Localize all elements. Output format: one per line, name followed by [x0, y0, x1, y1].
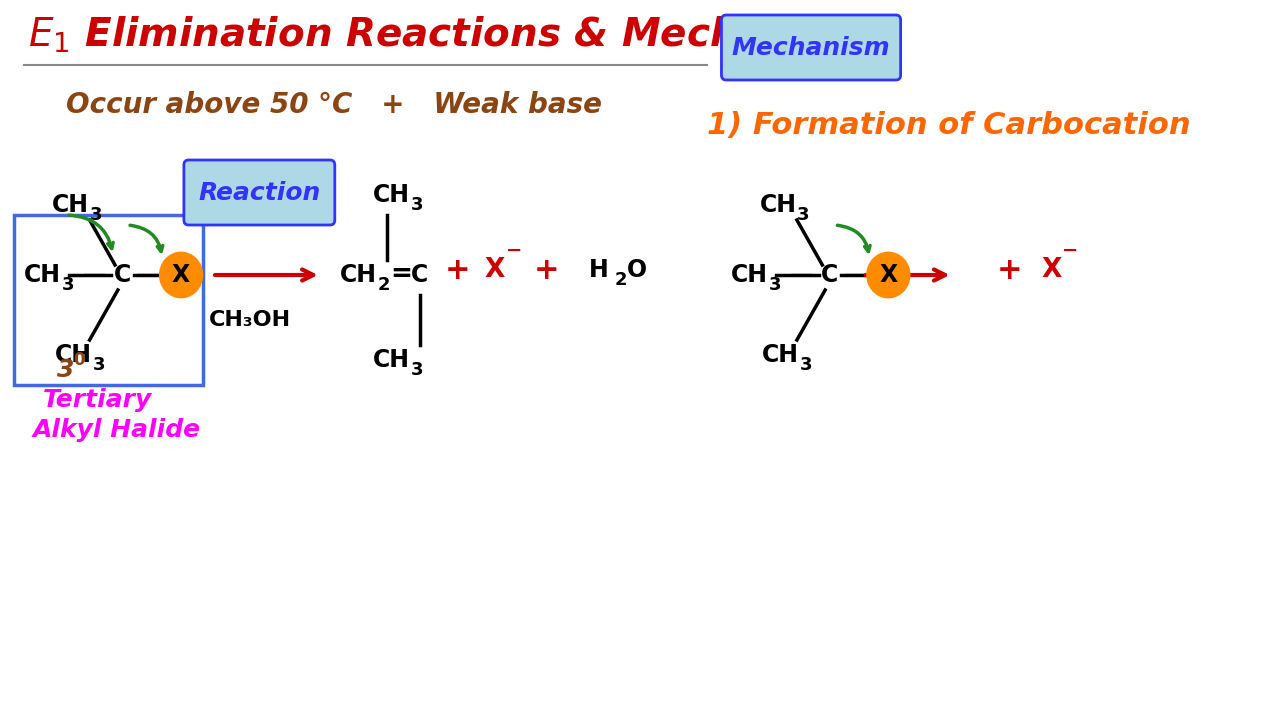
Text: Occur above 50 °C   +   Weak base: Occur above 50 °C + Weak base — [67, 91, 602, 119]
Text: CH: CH — [340, 263, 376, 287]
Text: 3: 3 — [800, 356, 813, 374]
Text: —: — — [136, 263, 160, 287]
Text: O: O — [626, 258, 646, 282]
Text: 2: 2 — [378, 276, 390, 294]
Circle shape — [868, 253, 909, 297]
FancyBboxPatch shape — [722, 15, 901, 80]
Text: +: + — [444, 256, 470, 284]
Text: CH₃OH: CH₃OH — [209, 310, 291, 330]
Text: 3: 3 — [61, 276, 74, 294]
Text: CH: CH — [759, 193, 796, 217]
Text: CH: CH — [763, 343, 799, 367]
Text: CH: CH — [55, 343, 92, 367]
Text: C: C — [114, 263, 132, 287]
Text: X: X — [1042, 257, 1061, 283]
Text: CH: CH — [372, 183, 410, 207]
Text: 3: 3 — [797, 206, 810, 224]
Text: Alkyl Halide: Alkyl Halide — [33, 418, 201, 442]
Text: 3: 3 — [411, 196, 424, 214]
Text: 3: 3 — [769, 276, 782, 294]
Text: +: + — [534, 256, 559, 284]
Text: X: X — [879, 263, 897, 287]
Text: 0: 0 — [73, 351, 84, 369]
Text: —: — — [790, 263, 813, 287]
Text: 1) Formation of Carbocation: 1) Formation of Carbocation — [708, 110, 1190, 140]
Text: CH: CH — [731, 263, 768, 287]
Text: —: — — [82, 263, 106, 287]
Text: X: X — [485, 257, 506, 283]
Text: C: C — [822, 263, 838, 287]
Circle shape — [160, 253, 202, 297]
Text: =: = — [390, 261, 412, 287]
Text: Reaction: Reaction — [198, 181, 320, 204]
Text: 3: 3 — [92, 356, 105, 374]
Text: H: H — [589, 258, 609, 282]
Text: 2: 2 — [614, 271, 627, 289]
Text: −: − — [506, 240, 522, 259]
Text: CH: CH — [372, 348, 410, 372]
Text: 3: 3 — [90, 206, 102, 224]
Text: X: X — [172, 263, 191, 287]
Text: CH: CH — [24, 263, 61, 287]
Text: 3: 3 — [411, 361, 424, 379]
FancyBboxPatch shape — [184, 160, 335, 225]
Text: $E_1$ Elimination Reactions & Mechanism: $E_1$ Elimination Reactions & Mechanism — [28, 15, 868, 55]
Text: 3: 3 — [56, 358, 74, 382]
Text: Tertiary: Tertiary — [42, 388, 152, 412]
Text: +: + — [996, 256, 1021, 284]
Text: Mechanism: Mechanism — [732, 36, 891, 60]
Text: —: — — [844, 263, 867, 287]
Text: −: − — [1062, 240, 1079, 259]
Text: C: C — [411, 263, 429, 287]
Text: CH: CH — [52, 193, 90, 217]
